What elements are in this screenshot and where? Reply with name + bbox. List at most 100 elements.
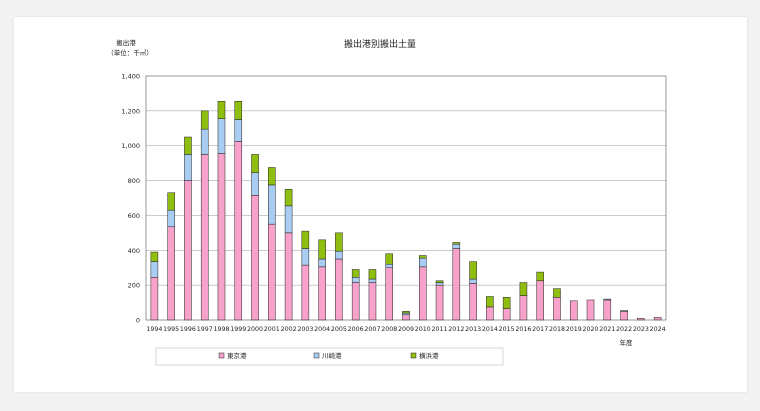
bar-segment (150, 261, 159, 278)
y-tick-label: 800 (128, 177, 140, 185)
y-axis-label-line1: 搬出港 (116, 38, 136, 47)
bar-segment (335, 258, 343, 321)
x-tick-label: 2018 (549, 326, 565, 333)
legend: 東京港 川崎港 横浜港 (155, 347, 504, 366)
x-tick-label: 1998 (213, 326, 229, 333)
bar-segment (402, 311, 410, 314)
bar-segment (603, 299, 612, 321)
y-axis-label-line2: （単位：千㎥） (107, 48, 153, 57)
legend-label: 川崎港 (322, 351, 342, 360)
bar-segment (200, 154, 209, 321)
bar-segment (435, 284, 444, 321)
bar-segment (268, 184, 276, 225)
bar-segment (284, 189, 293, 207)
bar-segment (620, 311, 628, 321)
x-tick-label: 2008 (381, 326, 397, 333)
bar-segment (502, 297, 511, 309)
bar-segment (200, 128, 209, 155)
y-tick-labels: 0 200 400 600 800 1,000 1,200 1,400 (121, 73, 140, 325)
x-tick-label: 1999 (230, 326, 246, 333)
bar-segment (234, 119, 243, 142)
legend-swatch (218, 352, 225, 359)
bar-segment (419, 266, 427, 321)
bar-segment (502, 308, 511, 321)
bar-segment (184, 154, 192, 181)
bar-segment (184, 180, 192, 321)
x-tick-label: 2019 (566, 326, 582, 333)
legend-label: 横浜港 (419, 351, 439, 360)
bar-segment (167, 209, 175, 228)
x-tick-label: 2010 (415, 326, 431, 333)
y-tick-label: 1,200 (121, 107, 140, 115)
bar-segment (469, 261, 477, 280)
legend-frame (155, 347, 504, 366)
bar-segment (603, 298, 612, 301)
bar-segment (586, 299, 595, 321)
x-tick-label: 1994 (146, 326, 162, 333)
y-tick-label: 1,400 (121, 73, 140, 81)
bar-segment (402, 312, 410, 316)
bar-segment (569, 300, 578, 321)
bar-segment (318, 239, 326, 260)
bar-segment (217, 118, 226, 154)
bar-segment (301, 264, 310, 321)
y-tick-label: 1,000 (121, 142, 140, 150)
bar-segment (519, 295, 528, 321)
bar-segment (385, 253, 393, 265)
x-tick-label: 2001 (264, 326, 280, 333)
stacked-bar-chart: 搬出港別搬出土量 搬出港 （単位：千㎥） 0 200 400 600 800 1,000 1… (107, 38, 667, 366)
bar-segment (167, 226, 175, 321)
legend-swatch (313, 352, 320, 359)
x-tick-label: 2009 (398, 326, 414, 333)
bar-segment (301, 230, 310, 249)
bar-segment (469, 283, 477, 321)
bar-segment (335, 250, 343, 260)
x-tick-label: 2017 (532, 326, 548, 333)
bar-segment (351, 277, 360, 283)
chart-card: 搬出港別搬出土量 搬出港 （単位：千㎥） 0 200 400 600 800 1,000 1… (14, 17, 747, 392)
bars (150, 101, 662, 321)
x-tick-label: 1995 (163, 326, 179, 333)
bar-segment (385, 263, 393, 268)
bar-segment (335, 232, 343, 252)
bar-segment (368, 278, 377, 283)
bar-segment (553, 288, 561, 298)
bar-segment (301, 248, 310, 266)
x-tick-label: 2011 (432, 326, 448, 333)
x-tick-label: 2003 (297, 326, 313, 333)
x-tick-label: 2004 (314, 326, 330, 333)
x-tick-label: 1996 (180, 326, 196, 333)
x-tick-label: 2024 (650, 326, 666, 333)
bar-segment (251, 172, 259, 196)
bar-segment (351, 282, 360, 321)
x-axis-label: 年度 (620, 338, 634, 347)
bar-segment (402, 314, 410, 321)
bar-segment (536, 271, 544, 282)
bar-segment (452, 242, 461, 245)
x-tick-label: 2005 (331, 326, 347, 333)
bar-segment (553, 297, 561, 321)
bar-segment (234, 101, 243, 120)
bar-segment (284, 205, 293, 234)
bar-segment (150, 251, 159, 262)
bar-segment (167, 192, 175, 211)
bar-segment (385, 267, 393, 321)
bar-segment (217, 101, 226, 119)
bar-segment (318, 258, 326, 268)
bar-segment (435, 282, 444, 286)
bar-segment (653, 317, 662, 321)
x-tick-label: 2015 (499, 326, 515, 333)
y-tick-label: 200 (128, 282, 140, 290)
bar-segment (184, 136, 192, 155)
bar-segment (469, 278, 477, 284)
bar-segment (351, 269, 360, 278)
bar-segment (486, 306, 494, 321)
bar-segment (318, 266, 326, 321)
y-tick-label: 600 (128, 212, 140, 220)
x-tick-label: 1997 (197, 326, 213, 333)
bar-segment (435, 280, 444, 283)
bar-segment (150, 277, 159, 321)
y-tick-label: 0 (136, 317, 140, 325)
x-tick-label: 2006 (348, 326, 364, 333)
x-tick-label: 2021 (599, 326, 615, 333)
